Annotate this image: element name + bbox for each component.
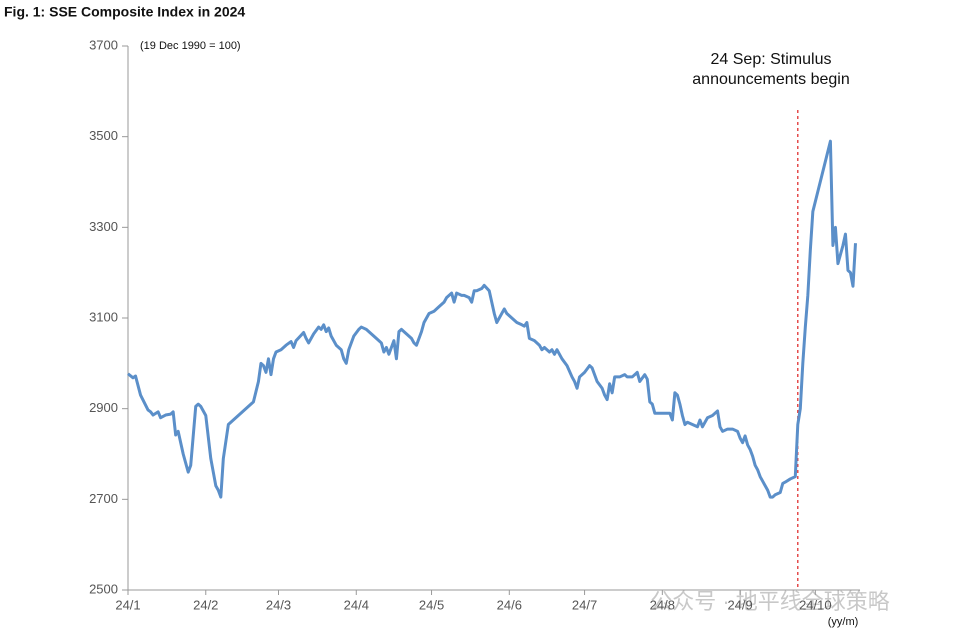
x-tick-label: 24/10 <box>799 597 832 612</box>
x-tick-label: 24/9 <box>727 597 752 612</box>
annotation-text: 24 Sep: Stimulus <box>711 51 832 68</box>
annotation-text: announcements begin <box>692 71 849 88</box>
line-series <box>127 139 857 499</box>
watermark: 公众号 · 地平线全球策略 <box>650 589 890 614</box>
x-tick-label: 24/7 <box>572 597 597 612</box>
x-tick-label: 24/3 <box>266 597 291 612</box>
y-tick-label: 3100 <box>89 309 118 324</box>
y-tick-label: 3300 <box>89 219 118 234</box>
x-tick-label: 24/8 <box>650 597 675 612</box>
y-tick-label: 3500 <box>89 128 118 143</box>
x-tick-label: 24/1 <box>115 597 140 612</box>
subtitle: (19 Dec 1990 = 100) <box>140 40 241 52</box>
y-tick-label: 2700 <box>89 491 118 506</box>
y-tick-label: 2900 <box>89 400 118 415</box>
x-axis-label: (yy/m) <box>828 616 859 628</box>
y-tick-label: 3700 <box>89 37 118 52</box>
x-tick-label: 24/6 <box>497 597 522 612</box>
y-tick-label: 2500 <box>89 581 118 596</box>
x-tick-label: 24/4 <box>344 597 369 612</box>
chart-title: Fig. 1: SSE Composite Index in 2024 <box>4 4 245 20</box>
x-tick-label: 24/5 <box>419 597 444 612</box>
x-tick-label: 24/2 <box>193 597 218 612</box>
